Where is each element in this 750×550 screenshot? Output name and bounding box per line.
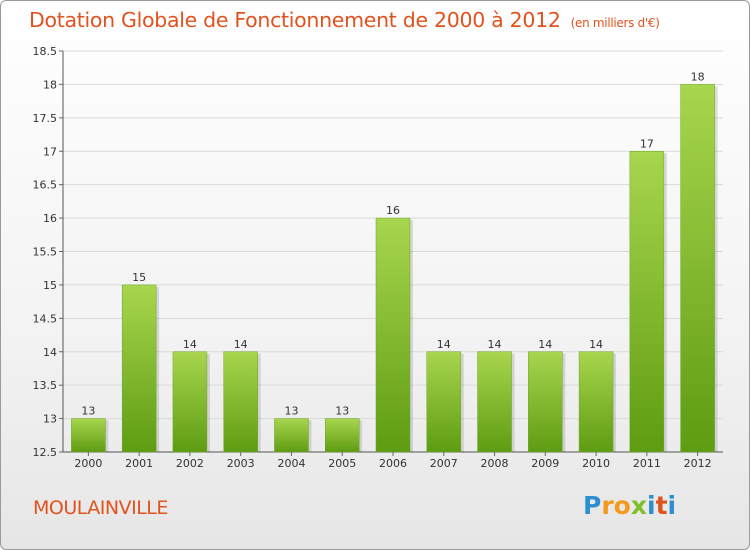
x-tick-label: 2007 (430, 457, 458, 470)
chart-title: Dotation Globale de Fonctionnement de 20… (29, 8, 660, 32)
y-tick-label: 18.5 (33, 45, 58, 58)
y-tick-label: 12.5 (33, 446, 58, 459)
x-tick-label: 2008 (481, 457, 509, 470)
bar-value-label: 13 (284, 405, 298, 418)
x-tick-label: 2011 (633, 457, 661, 470)
x-tick-label: 2000 (74, 457, 102, 470)
y-tick-label: 16.5 (33, 179, 58, 192)
y-tick-label: 15.5 (33, 246, 58, 259)
y-tick-label: 14.5 (33, 312, 58, 325)
bar-value-label: 14 (538, 338, 552, 351)
bar (680, 84, 715, 453)
x-tick-label: 2010 (582, 457, 610, 470)
bar (223, 351, 258, 453)
y-tick-label: 13 (43, 413, 57, 426)
bar-value-label: 16 (386, 204, 400, 217)
bar (71, 418, 106, 453)
logo-letter: i (647, 491, 656, 520)
logo-letter: o (613, 491, 631, 520)
x-tick-label: 2006 (379, 457, 407, 470)
x-tick-label: 2012 (684, 457, 712, 470)
logo-letter: P (583, 491, 602, 520)
bar-value-label: 14 (437, 338, 451, 351)
bar-value-label: 14 (234, 338, 248, 351)
bar (121, 284, 157, 453)
x-tick-label: 2004 (277, 457, 305, 470)
bar (426, 351, 462, 453)
y-tick-label: 17.5 (33, 112, 58, 125)
title-text: Dotation Globale de Fonctionnement de 20… (29, 8, 561, 32)
bar (528, 351, 563, 453)
bar-value-label: 18 (691, 70, 705, 83)
y-tick-label: 15 (43, 279, 57, 292)
x-tick-label: 2005 (328, 457, 356, 470)
x-tick-label: 2001 (125, 457, 153, 470)
y-tick-label: 18 (43, 78, 57, 91)
x-tick-label: 2009 (531, 457, 559, 470)
bar-value-label: 14 (589, 338, 603, 351)
bar (578, 351, 614, 453)
bar-value-label: 13 (335, 405, 349, 418)
bar (375, 217, 411, 453)
bar-value-label: 15 (132, 271, 146, 284)
bar-value-label: 14 (183, 338, 197, 351)
logo-letter: t (655, 491, 668, 520)
y-tick-label: 16 (43, 212, 57, 225)
commune-name: MOULAINVILLE (33, 497, 168, 519)
chart-subtitle: (en milliers d'€) (570, 16, 660, 30)
bar (477, 351, 512, 453)
y-tick-label: 14 (43, 346, 57, 359)
y-tick-label: 17 (43, 145, 57, 158)
bar (629, 151, 665, 453)
bar (324, 418, 360, 453)
logo-letter: r (601, 491, 614, 520)
bar (172, 351, 208, 453)
bar-value-label: 13 (81, 405, 95, 418)
bar (274, 418, 309, 453)
y-tick-label: 13.5 (33, 379, 58, 392)
logo-letter: x (630, 491, 647, 520)
logo-letter: i (667, 491, 677, 520)
x-tick-label: 2002 (176, 457, 204, 470)
x-tick-label: 2003 (227, 457, 255, 470)
bar-value-label: 14 (488, 338, 502, 351)
bar-value-label: 17 (640, 137, 654, 150)
proxiti-logo: Proxiti (583, 491, 676, 520)
